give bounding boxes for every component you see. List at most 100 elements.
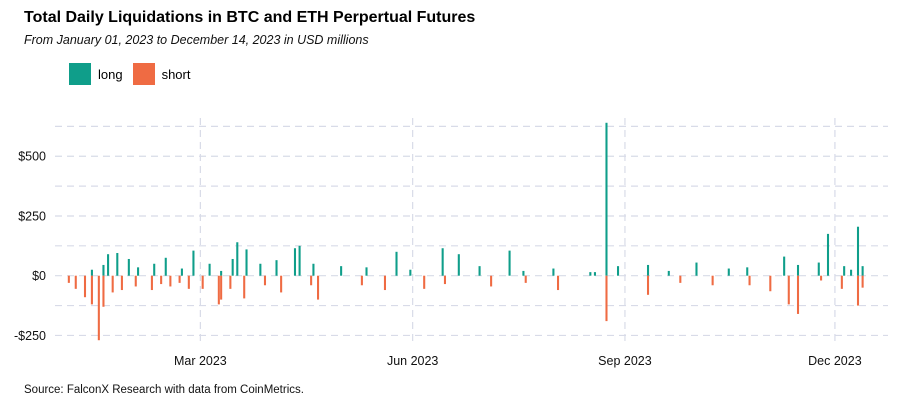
bar-short [711, 275, 714, 286]
bar-long [593, 272, 596, 276]
bar-long [395, 251, 398, 276]
bar-long [245, 249, 248, 276]
bar-long [695, 262, 698, 276]
bar-long [826, 233, 830, 276]
bar-short [796, 275, 800, 314]
bar-long [164, 257, 167, 276]
chart-subtitle: From January 01, 2023 to December 14, 20… [24, 33, 369, 47]
bar-short [605, 275, 608, 322]
bar-short [74, 275, 77, 289]
bar-long [441, 248, 444, 276]
x-tick-label: Sep 2023 [598, 354, 652, 368]
bar-short [360, 275, 363, 286]
bar-short [383, 275, 387, 291]
bar-short [97, 275, 100, 341]
bar-long [616, 266, 620, 276]
bar-short [769, 275, 772, 292]
bar-long [409, 269, 412, 276]
bar-long [231, 258, 234, 276]
bar-long [746, 267, 749, 276]
bar-short [820, 275, 823, 281]
bar-short [748, 275, 751, 286]
bar-long [861, 266, 864, 276]
y-tick-label: $500 [18, 150, 46, 164]
bar-long [522, 270, 525, 276]
bar-long [667, 270, 670, 276]
bar-long [298, 245, 301, 276]
y-tick-label: $0 [32, 269, 46, 283]
bar-long [180, 268, 183, 276]
bar-short [111, 275, 114, 293]
bar-short [178, 275, 181, 283]
chart-legend: long short [69, 63, 200, 85]
bar-short [150, 275, 153, 291]
bar-long [220, 270, 223, 276]
bar-long [727, 268, 730, 276]
bar-short [187, 275, 190, 289]
y-tick-label: $250 [18, 209, 46, 223]
bar-short [220, 275, 223, 300]
bar-short [160, 275, 163, 285]
bar-short [229, 275, 232, 289]
bar-long [293, 248, 297, 276]
bar-long [107, 254, 110, 276]
bar-short [201, 275, 204, 289]
bar-long [153, 263, 156, 276]
bar-long [236, 242, 239, 276]
bar-long [208, 263, 211, 276]
bar-long [102, 264, 105, 276]
bar-long [116, 253, 119, 276]
bar-long [589, 272, 592, 276]
bar-long [646, 264, 650, 276]
bar-short [90, 275, 93, 305]
bar-short [423, 275, 426, 289]
bar-short [840, 275, 843, 289]
bar-short [524, 275, 527, 283]
bar-short [134, 275, 137, 287]
bar-long [817, 262, 820, 276]
chart-title: Total Daily Liquidations in BTC and ETH … [24, 9, 476, 26]
bar-short [787, 275, 790, 305]
source-text: FalconX Research with data from CoinMetr… [66, 384, 304, 396]
legend-item-short: short [132, 63, 191, 85]
bar-long [843, 266, 846, 276]
bar-long [365, 267, 368, 276]
legend-label-short: short [161, 66, 191, 82]
bar-long [605, 122, 608, 276]
bar-long [192, 250, 195, 276]
bar-long [457, 254, 460, 276]
bar-long [90, 269, 93, 276]
bars [67, 122, 864, 341]
bar-short [861, 275, 864, 288]
bar-short [679, 275, 682, 283]
bar-long [856, 226, 860, 276]
bar-long [127, 258, 130, 276]
y-axis: -$250 $0 $250 $500 [14, 150, 46, 343]
bar-long [259, 263, 262, 276]
bar-long [552, 268, 555, 276]
y-tick-label: -$250 [14, 329, 46, 343]
bar-short [67, 275, 70, 283]
bar-short [217, 275, 220, 305]
bar-short [443, 275, 447, 285]
x-tick-label: Mar 2023 [174, 354, 227, 368]
bar-long [340, 266, 343, 276]
bar-long [275, 260, 278, 276]
grid [55, 118, 888, 345]
bar-long [508, 250, 511, 276]
bar-long [783, 256, 786, 276]
bar-short [310, 275, 313, 286]
bar-long [850, 269, 853, 276]
legend-swatch-long [69, 63, 91, 85]
bar-short [646, 275, 650, 295]
bar-short [169, 275, 172, 287]
bar-long [137, 267, 140, 276]
legend-swatch-short [132, 63, 155, 85]
bar-short [83, 275, 87, 298]
bar-short [556, 275, 560, 291]
bar-short [856, 275, 860, 306]
bar-short [490, 275, 493, 287]
x-axis: Mar 2023 Jun 2023 Sep 2023 Dec 2023 [174, 354, 862, 368]
bar-short [317, 275, 320, 300]
